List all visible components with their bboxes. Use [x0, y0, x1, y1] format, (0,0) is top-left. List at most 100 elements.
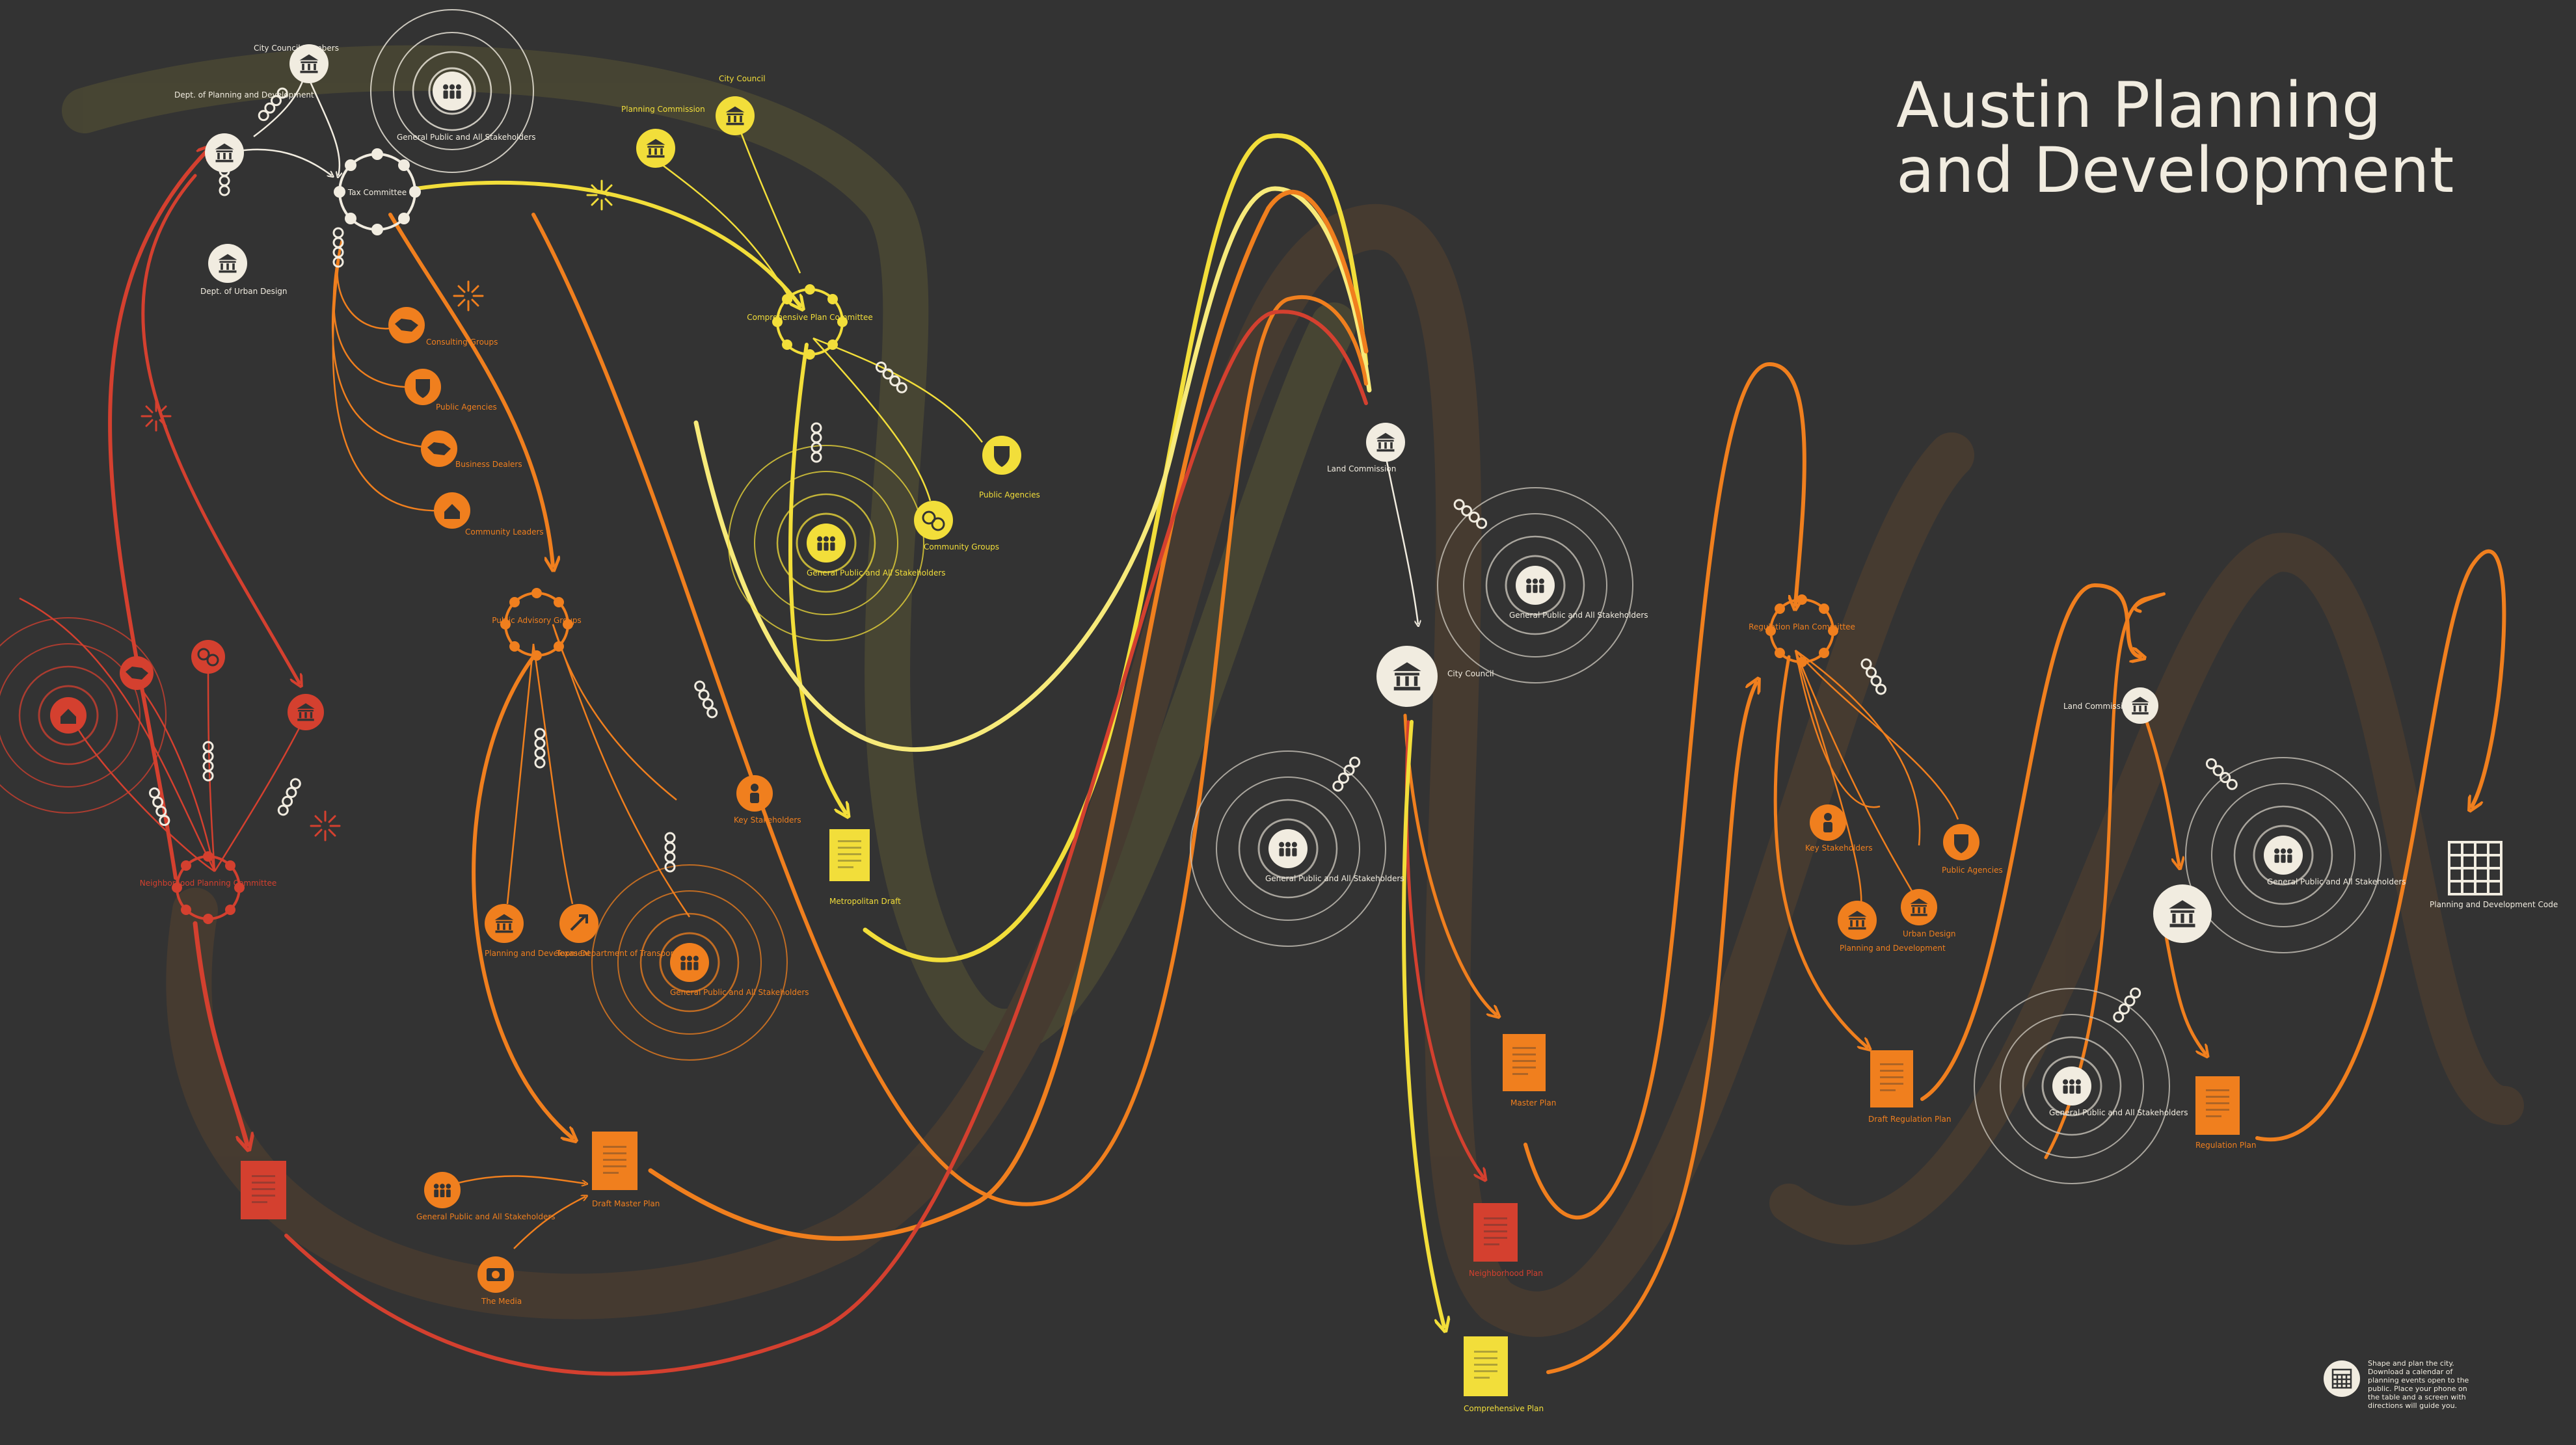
label-texas-transport: Texas Department of Transportation: [556, 949, 696, 958]
node-texas-transport[interactable]: Texas Department of Transportation: [556, 904, 696, 958]
node-public-agencies-2[interactable]: Public Agencies: [979, 436, 1040, 499]
node-red-building[interactable]: [288, 694, 324, 730]
node-red-community[interactable]: [191, 640, 225, 674]
node-city-council-2[interactable]: City Council: [1376, 646, 1494, 707]
calendar-icon: [2331, 1368, 2352, 1389]
label-comprehensive-plan: Comprehensive Plan: [1464, 1404, 1544, 1413]
node-general-public-4[interactable]: General Public and All Stakeholders: [416, 1172, 556, 1221]
node-city-council-3[interactable]: [2153, 884, 2212, 943]
label-neighborhood-planning: Neighborhood Planning Committee: [140, 879, 276, 888]
node-public-agencies-3[interactable]: Public Agencies: [1942, 824, 2003, 875]
node-planning-dev-2[interactable]: Planning and Development: [1838, 901, 1946, 953]
node-general-public-1[interactable]: General Public and All Stakeholders: [397, 72, 536, 142]
node-urban-design[interactable]: Urban Design: [1901, 889, 1956, 938]
yellow-flow-to-metro-draft: [788, 343, 846, 813]
label-public-agencies-2: Public Agencies: [979, 490, 1040, 499]
node-consulting-groups[interactable]: Consulting Groups: [388, 307, 498, 347]
node-key-stakeholders-2[interactable]: Key Stakeholders: [1805, 804, 1873, 853]
label-general-public-8: General Public and All Stakeholders: [2049, 1108, 2188, 1117]
label-master-plan: Master Plan: [1510, 1098, 1556, 1107]
node-city-council-members[interactable]: City Council Members: [254, 44, 339, 83]
label-general-public-3: General Public and All Stakeholders: [670, 988, 809, 997]
people-icon: [2274, 848, 2292, 863]
node-general-public-6[interactable]: General Public and All Stakeholders: [1265, 829, 1404, 883]
label-city-council-2: City Council: [1447, 669, 1494, 678]
node-comp-plan-committee[interactable]: Comprehensive Plan Committee: [747, 284, 873, 360]
node-red-home[interactable]: [50, 697, 87, 734]
node-dept-urban-design[interactable]: Dept. of Urban Design: [200, 244, 288, 296]
yellow-flow-to-comp-plan-committee: [414, 180, 800, 306]
people-icon: [1526, 578, 1544, 593]
node-general-public-2[interactable]: General Public and All Stakeholders: [807, 524, 946, 577]
yellow-river-1: [863, 133, 1369, 962]
doc-metro-draft[interactable]: Metropolitan Draft: [829, 829, 901, 906]
node-city-council-1[interactable]: City Council: [716, 74, 766, 135]
background-flow-bands: [62, 45, 2524, 1337]
node-community-leaders[interactable]: Community Leaders: [434, 492, 544, 537]
node-general-public-5[interactable]: General Public and All Stakeholders: [1509, 566, 1648, 620]
node-public-agencies-1[interactable]: Public Agencies: [405, 369, 497, 412]
label-dept-urban-design: Dept. of Urban Design: [200, 287, 288, 296]
doc-draft-regulation[interactable]: Draft Regulation Plan: [1868, 1050, 1951, 1124]
red-down-to-draft-neighborhood: [193, 921, 247, 1145]
node-media[interactable]: The Media: [477, 1256, 522, 1306]
page-title-line2: and Development: [1896, 134, 2454, 207]
orange-land-to-regplan: [2164, 935, 2205, 1054]
doc-draft-neighborhood[interactable]: [241, 1161, 286, 1219]
label-media: The Media: [481, 1297, 522, 1306]
label-metro-draft: Metropolitan Draft: [829, 897, 901, 906]
person-icon: [750, 784, 759, 803]
node-planning-dev-1[interactable]: Planning and Development: [485, 904, 591, 958]
node-general-public-7[interactable]: General Public and All Stakeholders: [2264, 836, 2406, 886]
node-tax-committee[interactable]: Tax Committee: [334, 148, 421, 235]
calendar-button[interactable]: [2324, 1360, 2360, 1397]
node-neighborhood-planning[interactable]: Neighborhood Planning Committee: [140, 851, 276, 924]
orange-river-3: [1546, 683, 1756, 1374]
node-dept-planning[interactable]: Dept. of Planning and Development: [174, 90, 314, 172]
label-code: Planning and Development Code: [2430, 900, 2558, 909]
orange-land-to-council: [2145, 720, 2179, 865]
label-city-council-1: City Council: [719, 74, 766, 83]
node-general-public-8[interactable]: General Public and All Stakeholders: [2049, 1067, 2188, 1117]
label-planning-commission: Planning Commission: [621, 105, 705, 114]
people-icon: [2063, 1079, 2081, 1094]
label-key-stakeholders-2: Key Stakeholders: [1805, 843, 1873, 853]
node-land-commission-1[interactable]: Land Commission: [1327, 423, 1405, 473]
label-neighborhood-plan: Neighborhood Plan: [1469, 1269, 1543, 1278]
orange-river-2: [531, 213, 1368, 1206]
doc-draft-master[interactable]: Draft Master Plan: [592, 1132, 660, 1208]
doc-comprehensive-plan[interactable]: Comprehensive Plan: [1464, 1336, 1544, 1413]
house-icon: [444, 504, 460, 519]
doc-master-plan[interactable]: Master Plan: [1503, 1034, 1556, 1107]
community-icon: [922, 510, 945, 531]
label-general-public-4: General Public and All Stakeholders: [416, 1212, 556, 1221]
node-land-commission-2[interactable]: Land Commission: [2063, 687, 2158, 724]
doc-regulation-plan[interactable]: Regulation Plan: [2195, 1076, 2256, 1150]
label-public-agencies-1: Public Agencies: [436, 403, 497, 412]
orange-from-regulation: [1773, 655, 1867, 1047]
label-business-dealers: Business Dealers: [455, 460, 522, 469]
label-planning-dev-2: Planning and Development: [1840, 944, 1946, 953]
label-land-commission-1: Land Commission: [1327, 464, 1396, 473]
orange-loop-end: [2255, 549, 2506, 1142]
node-red-handshake[interactable]: [120, 656, 154, 690]
node-public-advisory[interactable]: Public Advisory Groups: [492, 588, 582, 661]
label-general-public-7: General Public and All Stakeholders: [2267, 877, 2406, 886]
node-regulation-committee[interactable]: Regulation Plan Committee: [1749, 594, 1855, 667]
label-land-commission-2: Land Commission: [2063, 702, 2132, 711]
label-draft-regulation: Draft Regulation Plan: [1868, 1115, 1951, 1124]
label-planning-dev-1: Planning and Development: [485, 949, 591, 958]
node-business-dealers[interactable]: Business Dealers: [421, 431, 522, 469]
label-comp-plan-committee: Comprehensive Plan Committee: [747, 313, 873, 322]
label-draft-master: Draft Master Plan: [592, 1199, 660, 1208]
handshake-icon: [427, 442, 451, 455]
node-general-public-3[interactable]: General Public and All Stakeholders: [670, 943, 809, 997]
node-planning-commission[interactable]: Planning Commission: [621, 105, 705, 168]
node-community-groups[interactable]: Community Groups: [914, 501, 999, 551]
label-regulation-plan: Regulation Plan: [2195, 1141, 2256, 1150]
code-grid-icon[interactable]: [2448, 841, 2502, 895]
node-key-stakeholders-1[interactable]: Key Stakeholders: [734, 775, 801, 825]
label-urban-design: Urban Design: [1903, 929, 1956, 938]
doc-neighborhood-plan[interactable]: Neighborhood Plan: [1469, 1203, 1543, 1278]
